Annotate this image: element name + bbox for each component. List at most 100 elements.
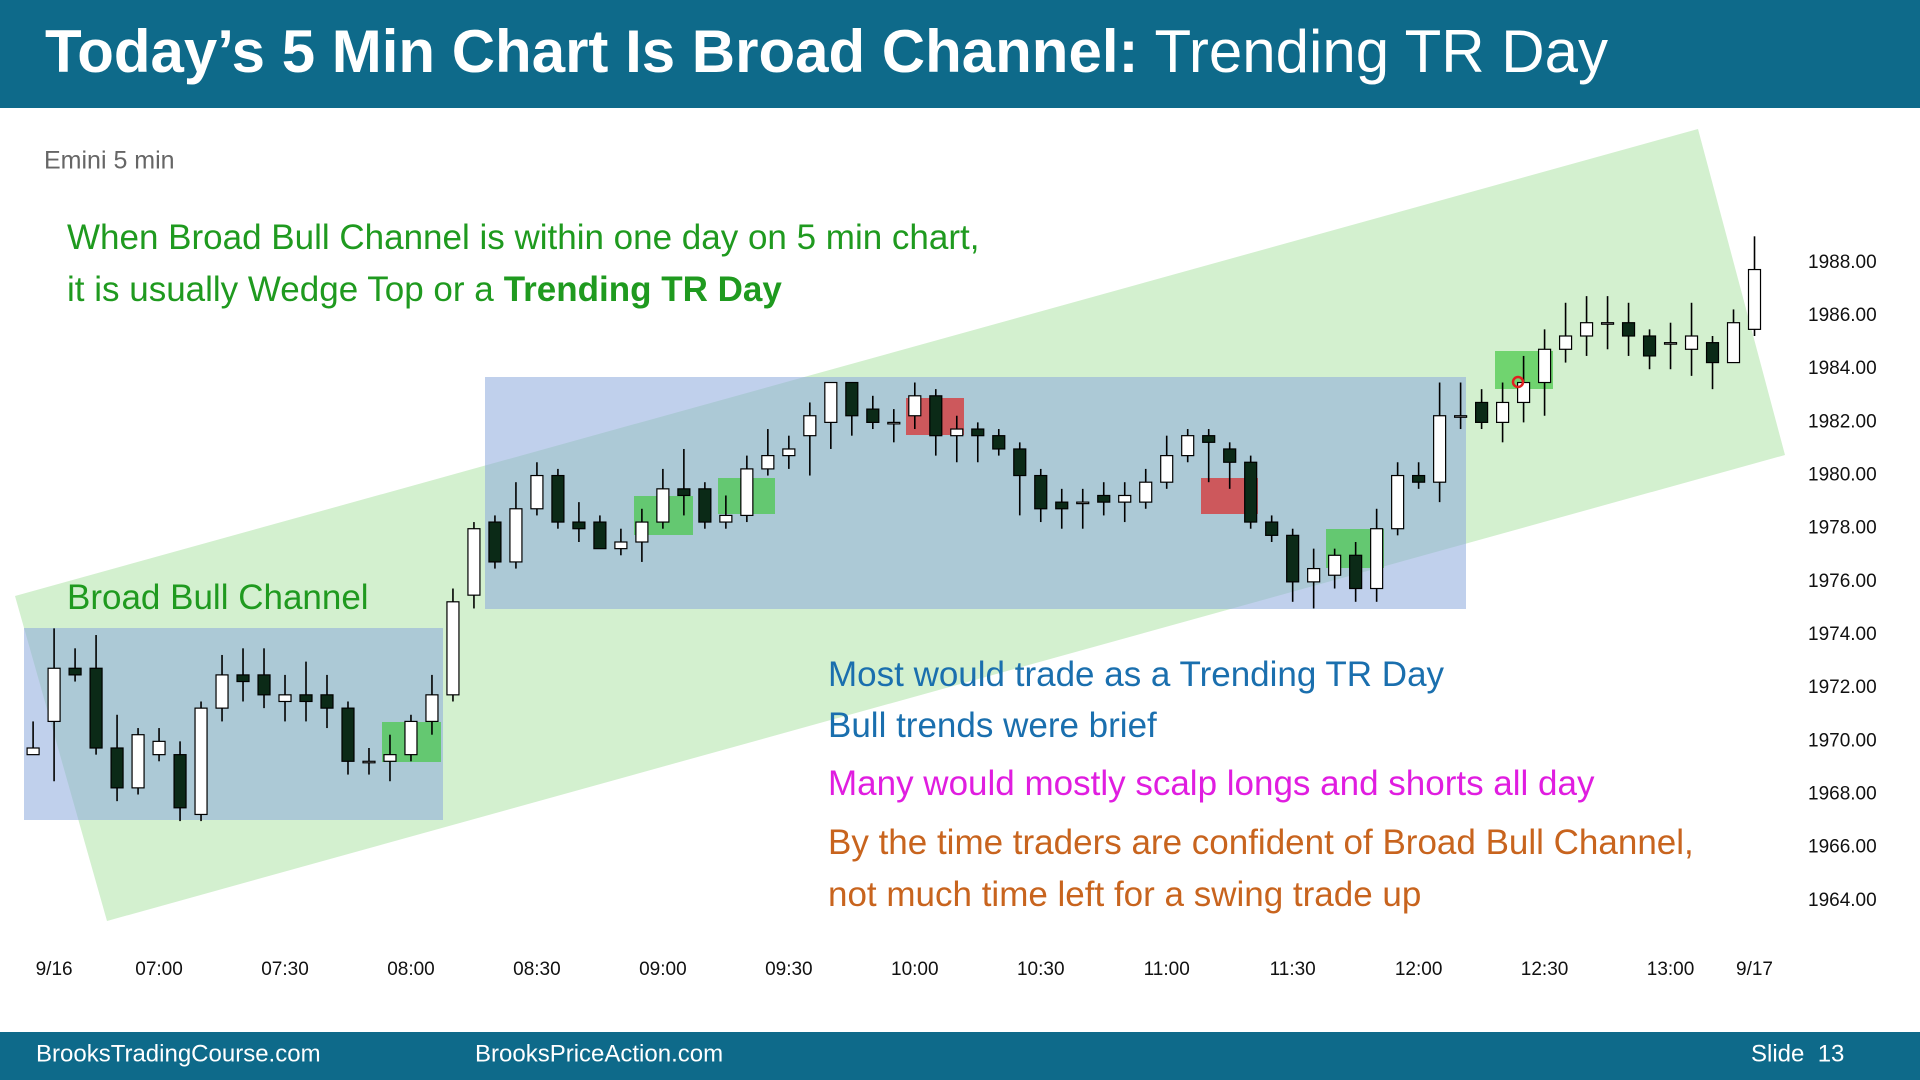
- candle-body: [887, 421, 901, 425]
- candle-body: [47, 667, 61, 723]
- x-tick-label: 09:00: [639, 959, 687, 980]
- candle-body: [782, 448, 796, 457]
- candle-body: [446, 601, 460, 696]
- title-bold: Today’s 5 Min Chart Is Broad Channel:: [45, 18, 1138, 85]
- candle-body: [1328, 554, 1342, 576]
- candle-body: [929, 395, 943, 437]
- candle-body: [425, 694, 439, 723]
- candle-body: [866, 408, 880, 423]
- y-tick-label: 1970.00: [1808, 730, 1877, 751]
- footer-link: BrooksTradingCourse.com: [36, 1040, 321, 1067]
- x-tick-label: 12:00: [1395, 959, 1443, 980]
- annotation-run: Broad Bull Channel: [67, 578, 369, 617]
- candle-body: [1139, 481, 1153, 503]
- candle-body: [1663, 342, 1678, 345]
- candle-body: [1370, 528, 1384, 590]
- annotation-run: Bull trends were brief: [828, 706, 1157, 745]
- candle-body: [320, 694, 334, 709]
- candle-body: [341, 707, 355, 762]
- header-bar: [0, 0, 1920, 108]
- candle-body: [992, 435, 1006, 450]
- candle-body: [488, 521, 502, 563]
- candle-body: [572, 521, 586, 530]
- candle-body: [698, 488, 712, 523]
- candle-body: [1454, 415, 1468, 418]
- x-tick-label: 10:30: [1017, 959, 1065, 980]
- candle-body: [1055, 501, 1069, 510]
- annotation-run: not much time left for a swing trade up: [828, 875, 1421, 914]
- marker: [1511, 375, 1525, 389]
- candle-body: [383, 754, 397, 762]
- candle-body: [89, 667, 103, 749]
- annotation: Most would trade as a Trending TR Day: [828, 655, 1445, 694]
- candle-body: [1747, 268, 1762, 330]
- candle-body: [908, 395, 922, 417]
- candle-body: [404, 720, 418, 756]
- candle-body: [530, 474, 544, 510]
- annotation: Broad Bull Channel: [67, 578, 369, 617]
- annotation: it is usually Wedge Top or a Trending TR …: [67, 270, 782, 309]
- candle-body: [1621, 322, 1636, 337]
- candle-body: [1181, 435, 1195, 457]
- candle-body: [803, 415, 817, 437]
- plot: [26, 236, 1762, 822]
- footer-link: BrooksPriceAction.com: [475, 1040, 723, 1067]
- candle-body: [551, 474, 565, 523]
- x-tick-label: 09:30: [765, 959, 813, 980]
- x-tick-label: 9/17: [1736, 959, 1773, 980]
- candle-body: [278, 694, 292, 703]
- candle-body: [1684, 335, 1699, 350]
- candle-body: [68, 667, 82, 676]
- annotation-bold: Trending TR Day: [504, 270, 783, 309]
- x-tick-label: 08:30: [513, 959, 561, 980]
- x-tick-label: 13:00: [1647, 959, 1695, 980]
- candle-body: [1223, 448, 1237, 463]
- x-tick-label: 12:30: [1521, 959, 1569, 980]
- candle-body: [950, 428, 964, 437]
- candle-body: [110, 747, 124, 789]
- x-tick-label: 07:00: [135, 959, 183, 980]
- y-tick-label: 1982.00: [1808, 411, 1877, 432]
- candle-body: [236, 674, 250, 683]
- candle-body: [740, 468, 754, 517]
- candle-body: [1307, 567, 1321, 583]
- y-tick-label: 1972.00: [1808, 677, 1877, 698]
- x-tick-label: 11:00: [1144, 959, 1190, 980]
- candle-body: [1118, 494, 1132, 503]
- y-tick-label: 1988.00: [1808, 252, 1877, 273]
- candle-body: [1265, 521, 1279, 536]
- y-tick-label: 1980.00: [1808, 465, 1877, 486]
- candle-body: [1391, 474, 1405, 530]
- candle-body: [299, 694, 313, 703]
- candle-body: [467, 528, 481, 596]
- candle-body: [152, 740, 166, 756]
- candle-body: [257, 674, 271, 696]
- candle-body: [677, 488, 691, 497]
- chart-title: Emini 5 min: [44, 147, 175, 175]
- candle-body: [1202, 435, 1216, 443]
- candle-body: [1349, 554, 1363, 590]
- annotation-run: Many would mostly scalp longs and shorts…: [828, 764, 1595, 803]
- range-box: [24, 628, 443, 820]
- annotation: Many would mostly scalp longs and shorts…: [828, 764, 1595, 803]
- candle-body: [1097, 494, 1111, 503]
- candle-body: [1286, 534, 1300, 583]
- footer-bar: [0, 1032, 1920, 1080]
- annotation-run: it is usually Wedge Top or a: [67, 270, 494, 309]
- candle-body: [1244, 461, 1258, 523]
- y-tick-label: 1964.00: [1808, 890, 1877, 911]
- annotation: Bull trends were brief: [828, 706, 1157, 745]
- x-tick-label: 9/16: [36, 959, 73, 980]
- candle-body: [845, 381, 859, 417]
- candle-body: [635, 521, 649, 543]
- candle-body: [1076, 501, 1090, 505]
- y-tick-label: 1968.00: [1808, 784, 1877, 805]
- candle-body: [131, 734, 145, 789]
- candle-body: [1034, 474, 1048, 510]
- annotation: not much time left for a swing trade up: [828, 875, 1421, 914]
- range-box: [485, 377, 1466, 609]
- annotation-run: Most would trade as a Trending TR Day: [828, 655, 1445, 694]
- x-tick-label: 07:30: [261, 959, 309, 980]
- title-regular: Trending TR Day: [1154, 18, 1608, 85]
- candle-body: [1160, 455, 1174, 483]
